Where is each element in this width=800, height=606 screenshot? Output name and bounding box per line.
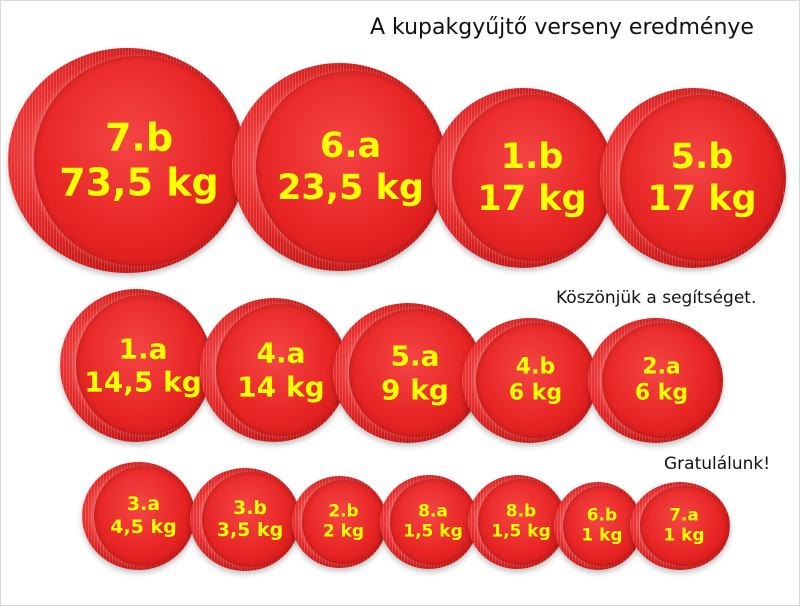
cap-weight: 1,5 kg	[491, 522, 551, 542]
cap-weight: 2 kg	[322, 522, 365, 542]
bottle-cap-8a: 8.a 1,5 kg	[380, 475, 478, 569]
cap-weight: 6 kg	[508, 380, 563, 406]
cap-weight: 17 kg	[477, 179, 587, 219]
thanks-note: Köszönjük a segítséget.	[556, 288, 757, 308]
bottle-cap-4b: 4.b 6 kg	[462, 318, 597, 443]
cap-class: 3.b	[232, 496, 268, 519]
page-title: A kupakgyűjtő verseny eredménye	[370, 15, 754, 40]
bottle-cap-1b: 1.b 17 kg	[432, 88, 614, 268]
cap-weight: 6 kg	[634, 380, 689, 406]
cap-class: 1.a	[118, 331, 168, 365]
bottle-cap-7b: 7.b 73,5 kg	[8, 48, 246, 273]
cap-weight: 1,5 kg	[403, 522, 463, 542]
bottle-cap-7a: 7.a 1 kg	[630, 482, 730, 570]
bottle-cap-3a: 3.a 4,5 kg	[82, 462, 195, 570]
cap-weight: 1 kg	[663, 526, 705, 546]
cap-class: 1.b	[500, 137, 564, 177]
cap-class: 6.a	[319, 126, 382, 166]
cap-weight: 9 kg	[381, 373, 449, 406]
cap-class: 2.a	[642, 354, 681, 380]
cap-weight: 14,5 kg	[84, 365, 202, 399]
bottle-cap-2a: 2.a 6 kg	[588, 318, 723, 443]
bottle-cap-2b: 2.b 2 kg	[292, 476, 387, 568]
cap-class: 7.a	[669, 505, 699, 526]
bottle-cap-1a: 1.a 14,5 kg	[60, 289, 212, 442]
bottle-cap-6b: 6.b 1 kg	[554, 482, 642, 570]
cap-class: 5.b	[670, 137, 734, 177]
cap-class: 8.b	[505, 501, 537, 522]
cap-weight: 17 kg	[647, 179, 757, 219]
bottle-cap-5b: 5.b 17 kg	[600, 88, 786, 268]
bottle-cap-8b: 8.b 1,5 kg	[468, 475, 566, 569]
cap-class: 3.a	[126, 493, 161, 516]
bottle-cap-3b: 3.b 3,5 kg	[190, 468, 300, 571]
cap-class: 8.a	[418, 501, 448, 522]
cap-class: 6.b	[586, 505, 618, 526]
bottle-cap-4a: 4.a 14 kg	[200, 298, 348, 442]
cap-weight: 1 kg	[581, 526, 623, 546]
cap-class: 4.b	[515, 354, 556, 380]
cap-class: 5.a	[390, 339, 440, 373]
cap-weight: 14 kg	[237, 370, 325, 403]
cap-class: 4.a	[256, 336, 306, 370]
cap-weight: 73,5 kg	[59, 160, 219, 205]
cap-class: 7.b	[104, 114, 174, 159]
cap-weight: 23,5 kg	[277, 168, 424, 208]
bottle-cap-6a: 6.a 23,5 kg	[232, 63, 447, 271]
cap-class: 2.b	[328, 501, 359, 522]
congrats-note: Gratulálunk!	[664, 454, 771, 474]
cap-weight: 3,5 kg	[216, 519, 284, 542]
cap-weight: 4,5 kg	[110, 516, 177, 538]
bottle-cap-5a: 5.a 9 kg	[333, 303, 483, 443]
